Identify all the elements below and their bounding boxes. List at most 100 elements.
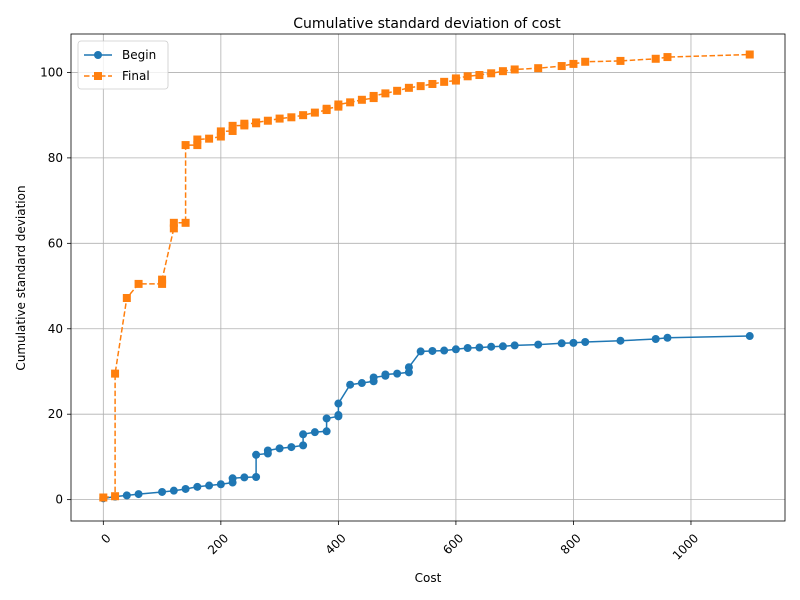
point-final [581, 57, 590, 66]
point-final [181, 141, 190, 150]
x-tick-label: 800 [558, 531, 584, 557]
point-begin [357, 379, 366, 388]
point-begin [428, 346, 437, 355]
point-begin [557, 339, 566, 348]
y-tick-label: 60 [48, 236, 63, 250]
x-tick-label: 400 [323, 531, 349, 557]
point-begin [569, 338, 578, 347]
point-begin [616, 336, 625, 345]
point-final [310, 108, 319, 117]
point-begin [334, 399, 343, 408]
point-final [122, 294, 131, 303]
point-final [663, 53, 672, 62]
point-final [169, 224, 178, 233]
point-final [299, 111, 308, 120]
y-tick-label: 80 [48, 151, 63, 165]
point-final [428, 79, 437, 88]
point-begin [745, 332, 754, 341]
point-begin [181, 484, 190, 493]
y-tick-label: 100 [40, 65, 63, 79]
point-final [99, 493, 108, 502]
point-begin [216, 480, 225, 489]
x-tick-label: 0 [98, 531, 113, 546]
point-final [322, 104, 331, 113]
point-begin [299, 430, 308, 439]
plot-frame [70, 33, 786, 522]
point-begin [581, 338, 590, 347]
point-final [252, 118, 261, 127]
point-begin [322, 414, 331, 423]
point-begin [651, 335, 660, 344]
point-begin [122, 491, 131, 500]
series-line-begin [103, 335, 750, 500]
point-final [216, 127, 225, 136]
point-final [228, 121, 237, 130]
point-final [416, 82, 425, 91]
point-final [463, 72, 472, 81]
point-begin [322, 427, 331, 436]
legend: Begin Final [77, 40, 169, 90]
point-begin [275, 444, 284, 453]
point-final [498, 67, 507, 76]
point-begin [487, 342, 496, 351]
legend-label-final: Final [122, 69, 150, 83]
point-begin [498, 342, 507, 351]
point-begin [404, 363, 413, 372]
point-final [510, 65, 519, 74]
chart-title: Cumulative standard deviation of cost [293, 16, 561, 32]
point-begin [663, 333, 672, 342]
point-final [240, 119, 249, 128]
point-final [346, 98, 355, 107]
point-begin [263, 446, 272, 455]
series-layer [99, 50, 754, 503]
point-final [651, 54, 660, 63]
point-begin [440, 346, 449, 355]
point-final [169, 218, 178, 227]
point-begin [252, 472, 261, 481]
point-begin [416, 347, 425, 356]
point-begin [346, 380, 355, 389]
point-begin [169, 486, 178, 495]
point-begin [534, 340, 543, 349]
point-begin [451, 345, 460, 354]
point-begin [252, 450, 261, 459]
point-begin [369, 373, 378, 382]
point-begin [299, 441, 308, 450]
point-final [393, 86, 402, 95]
point-final [111, 492, 120, 501]
point-begin [240, 473, 249, 482]
point-begin [310, 428, 319, 437]
point-final [158, 275, 167, 284]
point-begin [475, 343, 484, 352]
y-tick-label: 40 [48, 322, 63, 336]
point-begin [193, 482, 202, 491]
point-begin [334, 411, 343, 420]
point-final [369, 91, 378, 100]
point-final [193, 135, 202, 144]
point-final [228, 126, 237, 135]
point-begin [393, 369, 402, 378]
point-begin [228, 474, 237, 483]
point-final [404, 83, 413, 92]
point-final [557, 62, 566, 71]
point-final [381, 89, 390, 98]
point-final [616, 56, 625, 65]
y-axis-label: Cumulative standard deviation [14, 185, 28, 370]
point-final [287, 113, 296, 122]
legend-marker-final [94, 72, 102, 80]
point-final [357, 95, 366, 104]
point-final [181, 218, 190, 227]
point-final [745, 50, 754, 59]
point-begin [158, 487, 167, 496]
point-final [451, 74, 460, 83]
x-tick-label: 600 [440, 531, 466, 557]
axis-ticks: 0 200 400 600 800 1000 0 20 40 60 80 100 [40, 65, 701, 562]
point-final [534, 64, 543, 73]
series-line-final [103, 53, 750, 499]
y-tick-label: 20 [48, 407, 63, 421]
point-final [275, 114, 284, 123]
point-begin [134, 490, 143, 499]
point-begin [381, 370, 390, 379]
x-tick-label: 1000 [670, 531, 701, 562]
